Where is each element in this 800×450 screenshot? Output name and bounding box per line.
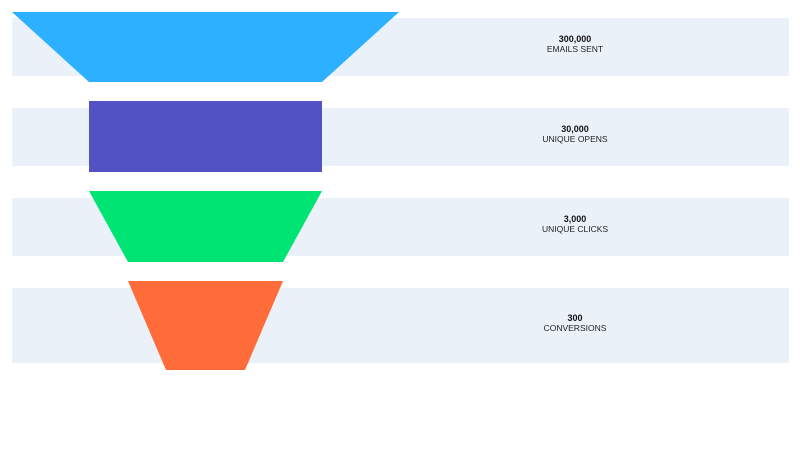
stage-name-label: CONVERSIONS [544, 323, 607, 333]
funnel-segment [89, 191, 322, 262]
stage-value-label: 300 [567, 313, 582, 323]
stage-value-label: 300,000 [559, 34, 592, 44]
funnel-segment [89, 101, 322, 172]
stage-band [12, 288, 789, 363]
funnel-segment [128, 281, 283, 370]
stage-name-label: UNIQUE CLICKS [542, 224, 608, 234]
stage-value-label: 30,000 [561, 124, 589, 134]
stage-name-label: EMAILS SENT [547, 44, 603, 54]
stage-name-label: UNIQUE OPENS [542, 134, 608, 144]
stage-value-label: 3,000 [564, 214, 587, 224]
funnel-segment [12, 12, 399, 82]
